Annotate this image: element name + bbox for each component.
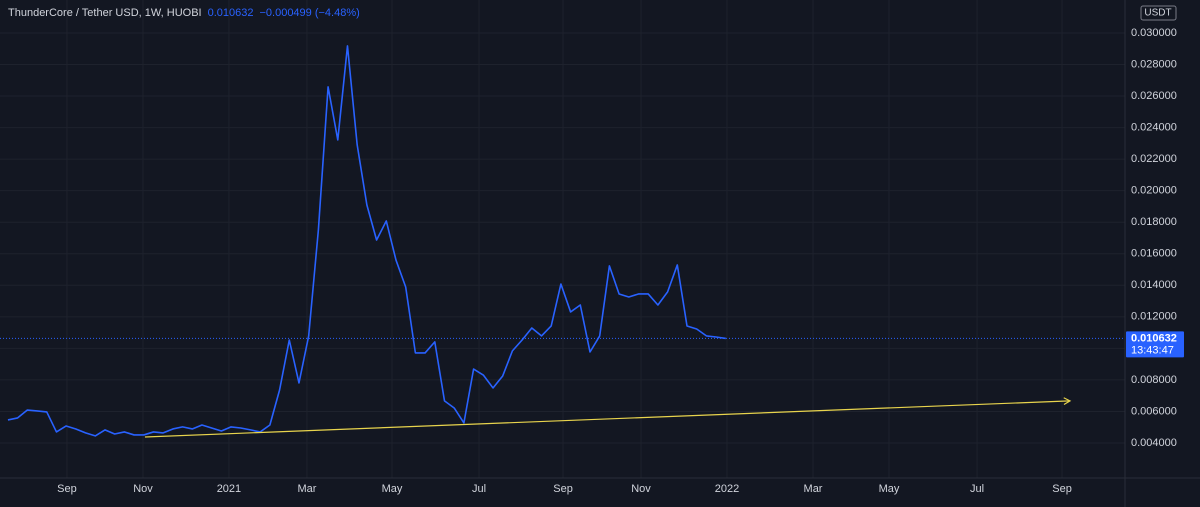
plot: [0, 45, 1125, 438]
chart-title: ThunderCore / Tether USD, 1W, HUOBI: [8, 7, 202, 19]
x-tick-label: May: [382, 483, 403, 495]
currency-box: [1140, 5, 1177, 21]
y-tick-label: 0.030000: [1131, 27, 1177, 39]
trend-line: [144, 400, 1071, 438]
y-tick-label: 0.028000: [1131, 58, 1177, 70]
x-tick-label: 2021: [217, 483, 241, 495]
x-tick-label: Nov: [133, 483, 153, 495]
trend-arrow: [1063, 397, 1072, 405]
x-tick-label: Jul: [970, 483, 984, 495]
price-line: [7, 45, 726, 437]
x-tick-label: 2022: [715, 483, 739, 495]
y-tick-label: 0.014000: [1131, 279, 1177, 291]
countdown: 13:43:47: [1131, 344, 1174, 356]
currency: USDT: [1144, 8, 1171, 19]
y-tick-label: 0.020000: [1131, 185, 1177, 197]
x-tick-label: Sep: [57, 483, 77, 495]
y-tick-label: 0.008000: [1131, 374, 1177, 386]
x-tick-label: Sep: [553, 483, 573, 495]
y-tick-label: 0.026000: [1131, 90, 1177, 102]
x-tick-label: May: [879, 483, 900, 495]
x-tick-label: Mar: [297, 483, 316, 495]
price-label: 0.010632: [1131, 332, 1177, 344]
price-label-box: [1126, 331, 1184, 358]
x-tick-label: Jul: [472, 483, 486, 495]
x-tick-label: Nov: [631, 483, 651, 495]
y-tick-label: 0.004000: [1131, 437, 1177, 449]
y-tick-label: 0.016000: [1131, 248, 1177, 260]
x-tick-label: Mar: [804, 483, 823, 495]
y-tick-label: 0.006000: [1131, 405, 1177, 417]
last-price: 0.010632: [208, 7, 254, 19]
x-tick-label: Sep: [1052, 483, 1072, 495]
y-tick-label: 0.022000: [1131, 153, 1177, 165]
y-tick-label: 0.018000: [1131, 216, 1177, 228]
price-change: −0.000499 (−4.48%): [259, 7, 359, 19]
y-tick-label: 0.012000: [1131, 311, 1177, 323]
y-tick-label: 0.024000: [1131, 121, 1177, 133]
grid: [0, 0, 1125, 478]
